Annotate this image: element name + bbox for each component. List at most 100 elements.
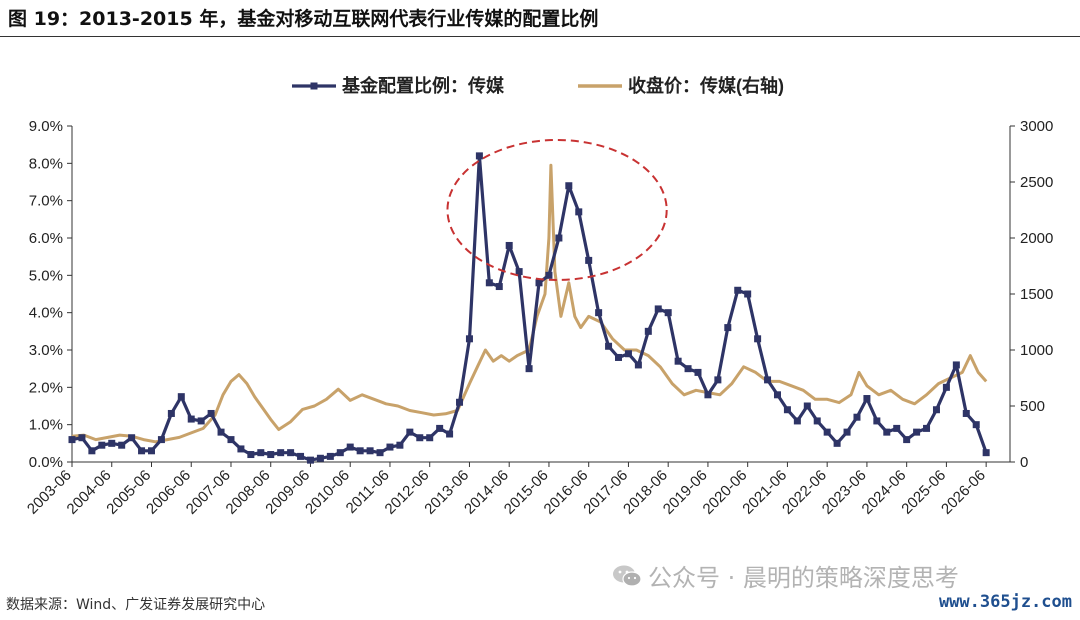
y-right-tick-label: 2500 (1020, 174, 1053, 191)
series-point (535, 279, 543, 287)
series-point (923, 424, 931, 432)
series-point (595, 309, 603, 317)
series-point (495, 283, 503, 291)
series-point (386, 443, 394, 451)
y-right-tick-label: 3000 (1020, 118, 1053, 135)
series-point (615, 353, 623, 361)
series-point (157, 436, 165, 444)
y-left-tick-label: 2.0% (29, 379, 63, 396)
series-point (68, 436, 76, 444)
series-point (932, 406, 940, 414)
series-point (306, 456, 314, 464)
series-point (714, 376, 722, 384)
legend-label-2: 收盘价：传媒(右轴) (628, 75, 784, 96)
series-point (525, 365, 533, 373)
series-point (505, 241, 513, 249)
series-point (754, 335, 762, 343)
series-1 (68, 152, 990, 464)
y-right-tick-label: 2000 (1020, 230, 1053, 247)
series-point (585, 256, 593, 264)
y-left-tick-label: 4.0% (29, 305, 63, 322)
source-note: 数据来源：Wind、广发证券发展研究中心 (6, 597, 266, 613)
y-left-tick-label: 6.0% (29, 230, 63, 247)
series-point (376, 449, 384, 457)
series-point (456, 398, 464, 406)
series-point (664, 309, 672, 317)
series-point (396, 441, 404, 449)
highlight-ellipse (446, 139, 668, 281)
y-left-tick-label: 3.0% (29, 342, 63, 359)
series-point (297, 452, 305, 460)
series-point (426, 434, 434, 442)
wechat-icon (613, 565, 642, 587)
series-point (843, 428, 851, 436)
series-point (416, 434, 424, 442)
y-left-tick-label: 5.0% (29, 267, 63, 284)
series-point (704, 391, 712, 399)
series-point (187, 415, 195, 423)
x-tick-label: 2026-06 (938, 467, 989, 518)
series-point (764, 376, 772, 384)
series-point (853, 413, 861, 421)
watermark: 公众号 · 晨明的策略深度思考 (612, 558, 959, 593)
series-point (624, 350, 632, 358)
series-point (694, 368, 702, 376)
series-layer (68, 152, 990, 464)
series-2 (71, 163, 988, 444)
series-point (128, 434, 136, 442)
series-point (147, 447, 155, 455)
series-point (545, 271, 553, 279)
series-point (962, 409, 970, 417)
series-point (277, 449, 285, 457)
title-divider (0, 36, 1080, 37)
annotation-layer (446, 139, 668, 281)
series-point (316, 454, 324, 462)
site-mark: www.365jz.com (938, 592, 1072, 612)
legend-marker-1 (310, 82, 318, 90)
series-point (227, 436, 235, 444)
series-point (515, 268, 523, 276)
y-right-tick-label: 0 (1020, 454, 1028, 471)
series-point (813, 417, 821, 425)
series-point (952, 361, 960, 369)
series-point (177, 393, 185, 401)
series-line (71, 163, 988, 444)
watermark-text: 公众号 · 晨明的策略深度思考 (648, 564, 959, 592)
series-point (823, 428, 831, 436)
series-point (406, 428, 414, 436)
series-point (446, 430, 454, 438)
series-point (555, 234, 563, 242)
series-point (654, 305, 662, 313)
series-point (863, 395, 871, 403)
series-point (336, 449, 344, 457)
series-point (138, 447, 146, 455)
y-left-tick-label: 7.0% (29, 193, 63, 210)
series-point (197, 417, 205, 425)
series-point (108, 439, 116, 447)
y-left-tick-label: 1.0% (29, 417, 63, 434)
series-point (644, 327, 652, 335)
y-right-tick-label: 500 (1020, 398, 1045, 415)
series-point (465, 335, 473, 343)
series-point (346, 443, 354, 451)
series-point (744, 290, 752, 298)
series-point (684, 365, 692, 373)
y-left-tick-label: 8.0% (29, 155, 63, 172)
series-point (903, 436, 911, 444)
series-point (982, 449, 990, 457)
series-point (118, 441, 126, 449)
series-point (167, 409, 175, 417)
series-point (475, 152, 483, 160)
series-point (78, 434, 86, 442)
series-point (793, 417, 801, 425)
series-point (237, 445, 245, 453)
series-point (605, 342, 613, 350)
series-point (883, 428, 891, 436)
series-point (485, 279, 493, 287)
series-point (575, 208, 583, 216)
y-right-tick-label: 1000 (1020, 342, 1053, 359)
series-point (674, 357, 682, 365)
series-point (803, 402, 811, 410)
series-point (783, 406, 791, 414)
series-point (366, 447, 374, 455)
